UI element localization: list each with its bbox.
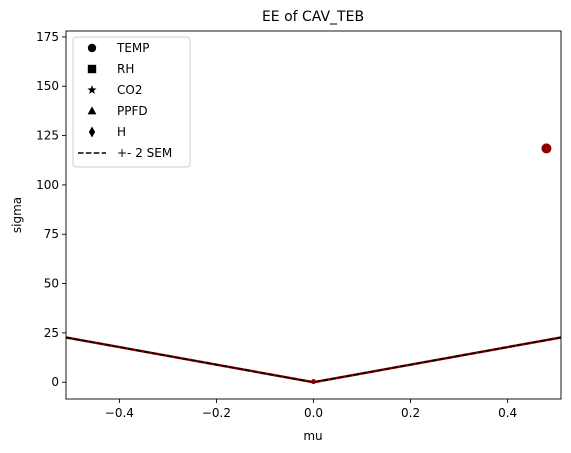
data-point-temp <box>541 143 551 153</box>
x-axis-label: mu <box>303 429 322 443</box>
y-tick-label: 125 <box>36 129 59 143</box>
legend-label-h: H <box>117 125 126 139</box>
legend-label-rh: RH <box>117 62 134 76</box>
x-tick-label: 0.2 <box>401 406 420 420</box>
legend-label-co2: CO2 <box>117 83 142 97</box>
legend-label-temp: TEMP <box>116 41 150 55</box>
x-tick-label: −0.2 <box>202 406 231 420</box>
legend-label-ppfd: PPFD <box>117 104 148 118</box>
y-tick-label: 100 <box>36 178 59 192</box>
x-tick-label: −0.4 <box>105 406 134 420</box>
legend-marker-rh <box>88 65 96 73</box>
chart-title: EE of CAV_TEB <box>262 9 364 25</box>
y-tick-label: 50 <box>44 277 59 291</box>
y-tick-label: 175 <box>36 30 59 44</box>
y-axis-label: sigma <box>10 197 24 233</box>
y-tick-label: 150 <box>36 79 59 93</box>
legend-marker-temp <box>88 44 96 52</box>
y-tick-label: 75 <box>44 227 59 241</box>
y-tick-label: 25 <box>44 326 59 340</box>
x-tick-label: 0.0 <box>304 406 323 420</box>
y-tick-label: 0 <box>51 375 59 389</box>
x-tick-label: 0.4 <box>498 406 517 420</box>
origin-point <box>311 379 316 384</box>
legend-label-2-sem: +- 2 SEM <box>117 146 172 160</box>
legend: TEMP RH CO2 PPFD H +- 2 SEM <box>73 37 190 167</box>
